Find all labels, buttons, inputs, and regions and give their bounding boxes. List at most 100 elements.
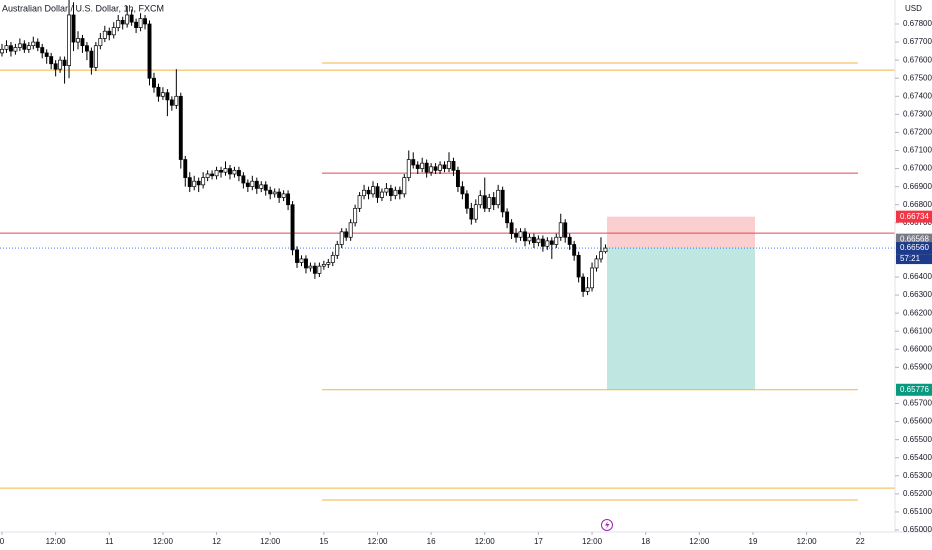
candle-body bbox=[17, 43, 22, 48]
candle-body bbox=[272, 191, 277, 195]
y-tick-label: 0.67700 bbox=[903, 37, 932, 46]
candle-body bbox=[62, 59, 67, 66]
candle-body bbox=[505, 211, 510, 224]
candle-body bbox=[531, 236, 536, 244]
candle-body bbox=[228, 168, 232, 175]
x-tick-label: 15 bbox=[319, 537, 328, 546]
candle-body bbox=[111, 27, 116, 36]
candle-body bbox=[567, 236, 572, 245]
candle-body bbox=[330, 254, 335, 263]
candle-body bbox=[576, 254, 581, 278]
candle-body bbox=[585, 287, 590, 292]
candle-body bbox=[366, 189, 371, 195]
price-label-bg bbox=[896, 242, 932, 255]
candle-body bbox=[321, 264, 326, 267]
candle-body bbox=[169, 99, 174, 106]
candle-body bbox=[384, 188, 389, 193]
candle-body bbox=[469, 207, 474, 220]
y-tick-label: 0.66900 bbox=[903, 182, 932, 191]
y-tick-label: 0.67800 bbox=[903, 19, 932, 28]
candle-body bbox=[143, 18, 147, 25]
price-label: 0.66560 bbox=[900, 243, 929, 252]
candle-body bbox=[438, 164, 443, 171]
candle-body bbox=[536, 238, 541, 244]
candle-body bbox=[433, 166, 438, 171]
candle-body bbox=[290, 204, 295, 251]
candle-body bbox=[58, 59, 63, 70]
y-tick-label: 0.65200 bbox=[903, 489, 932, 498]
candle-body bbox=[84, 45, 89, 52]
x-tick-label: 19 bbox=[749, 537, 758, 546]
candle-body bbox=[31, 41, 36, 47]
candle-body bbox=[102, 30, 107, 39]
candle-body bbox=[371, 186, 375, 195]
price-label: 0.65776 bbox=[900, 385, 929, 394]
candle-body bbox=[451, 160, 456, 171]
y-tick-label: 0.66300 bbox=[903, 290, 932, 299]
candle-body bbox=[460, 186, 465, 195]
x-tick-label: 0 bbox=[0, 537, 5, 546]
candle-body bbox=[491, 197, 496, 206]
candle-body bbox=[420, 162, 425, 169]
candle-body bbox=[67, 14, 71, 66]
candle-body bbox=[563, 222, 568, 238]
candle-body bbox=[89, 50, 94, 68]
candle-body bbox=[138, 18, 143, 28]
candle-body bbox=[107, 30, 112, 36]
candle-body bbox=[375, 186, 380, 198]
y-tick-label: 0.67400 bbox=[903, 91, 932, 100]
price-label: 0.66568 bbox=[900, 235, 929, 244]
x-tick-label: 12:00 bbox=[153, 537, 174, 546]
candle-body bbox=[549, 240, 554, 245]
candle-body bbox=[603, 247, 608, 253]
candle-body bbox=[473, 204, 478, 220]
candle-body bbox=[134, 21, 139, 28]
candle-body bbox=[76, 38, 80, 43]
candle-body bbox=[357, 195, 362, 209]
x-tick-label: 22 bbox=[856, 537, 865, 546]
candle-body bbox=[13, 47, 18, 52]
candle-body bbox=[312, 265, 317, 274]
candle-body bbox=[514, 233, 519, 238]
candle-body bbox=[241, 175, 246, 184]
candle-body bbox=[49, 56, 54, 65]
candle-body bbox=[509, 222, 514, 234]
target-zone bbox=[607, 248, 755, 390]
candle-body bbox=[259, 184, 264, 189]
x-tick-label: 12 bbox=[212, 537, 221, 546]
y-tick-label: 0.67100 bbox=[903, 146, 932, 155]
candle-body bbox=[152, 77, 156, 88]
candle-body bbox=[178, 95, 183, 160]
countdown-bg bbox=[896, 254, 932, 265]
currency: USD bbox=[905, 4, 922, 13]
candle-body bbox=[344, 231, 349, 238]
candle-body bbox=[411, 159, 416, 166]
candle-body bbox=[478, 195, 483, 206]
candle-body bbox=[156, 86, 161, 97]
x-tick-label: 12:00 bbox=[475, 537, 496, 546]
x-tick-label: 12:00 bbox=[797, 537, 818, 546]
y-tick-label: 0.66800 bbox=[903, 200, 932, 209]
candle-body bbox=[281, 193, 286, 198]
x-tick-label: 12:00 bbox=[367, 537, 388, 546]
candle-body bbox=[40, 47, 45, 54]
candle-body bbox=[442, 164, 447, 169]
price-label-bg bbox=[896, 210, 932, 223]
candle-body bbox=[527, 236, 532, 242]
y-tick-label: 0.65700 bbox=[903, 399, 932, 408]
candle-body bbox=[599, 251, 603, 260]
candle-body bbox=[540, 238, 545, 247]
candle-body bbox=[496, 189, 501, 206]
candle-body bbox=[26, 45, 31, 50]
candle-body bbox=[335, 244, 340, 256]
y-tick-label: 0.65000 bbox=[903, 525, 932, 534]
candle-body bbox=[187, 177, 192, 187]
candle-body bbox=[268, 189, 273, 195]
x-tick-label: 12:00 bbox=[260, 537, 281, 546]
x-tick-label: 12:00 bbox=[46, 537, 67, 546]
candle-body bbox=[545, 240, 550, 247]
candle-body bbox=[388, 188, 393, 197]
candle-body bbox=[0, 48, 4, 54]
candle-body bbox=[518, 231, 523, 238]
